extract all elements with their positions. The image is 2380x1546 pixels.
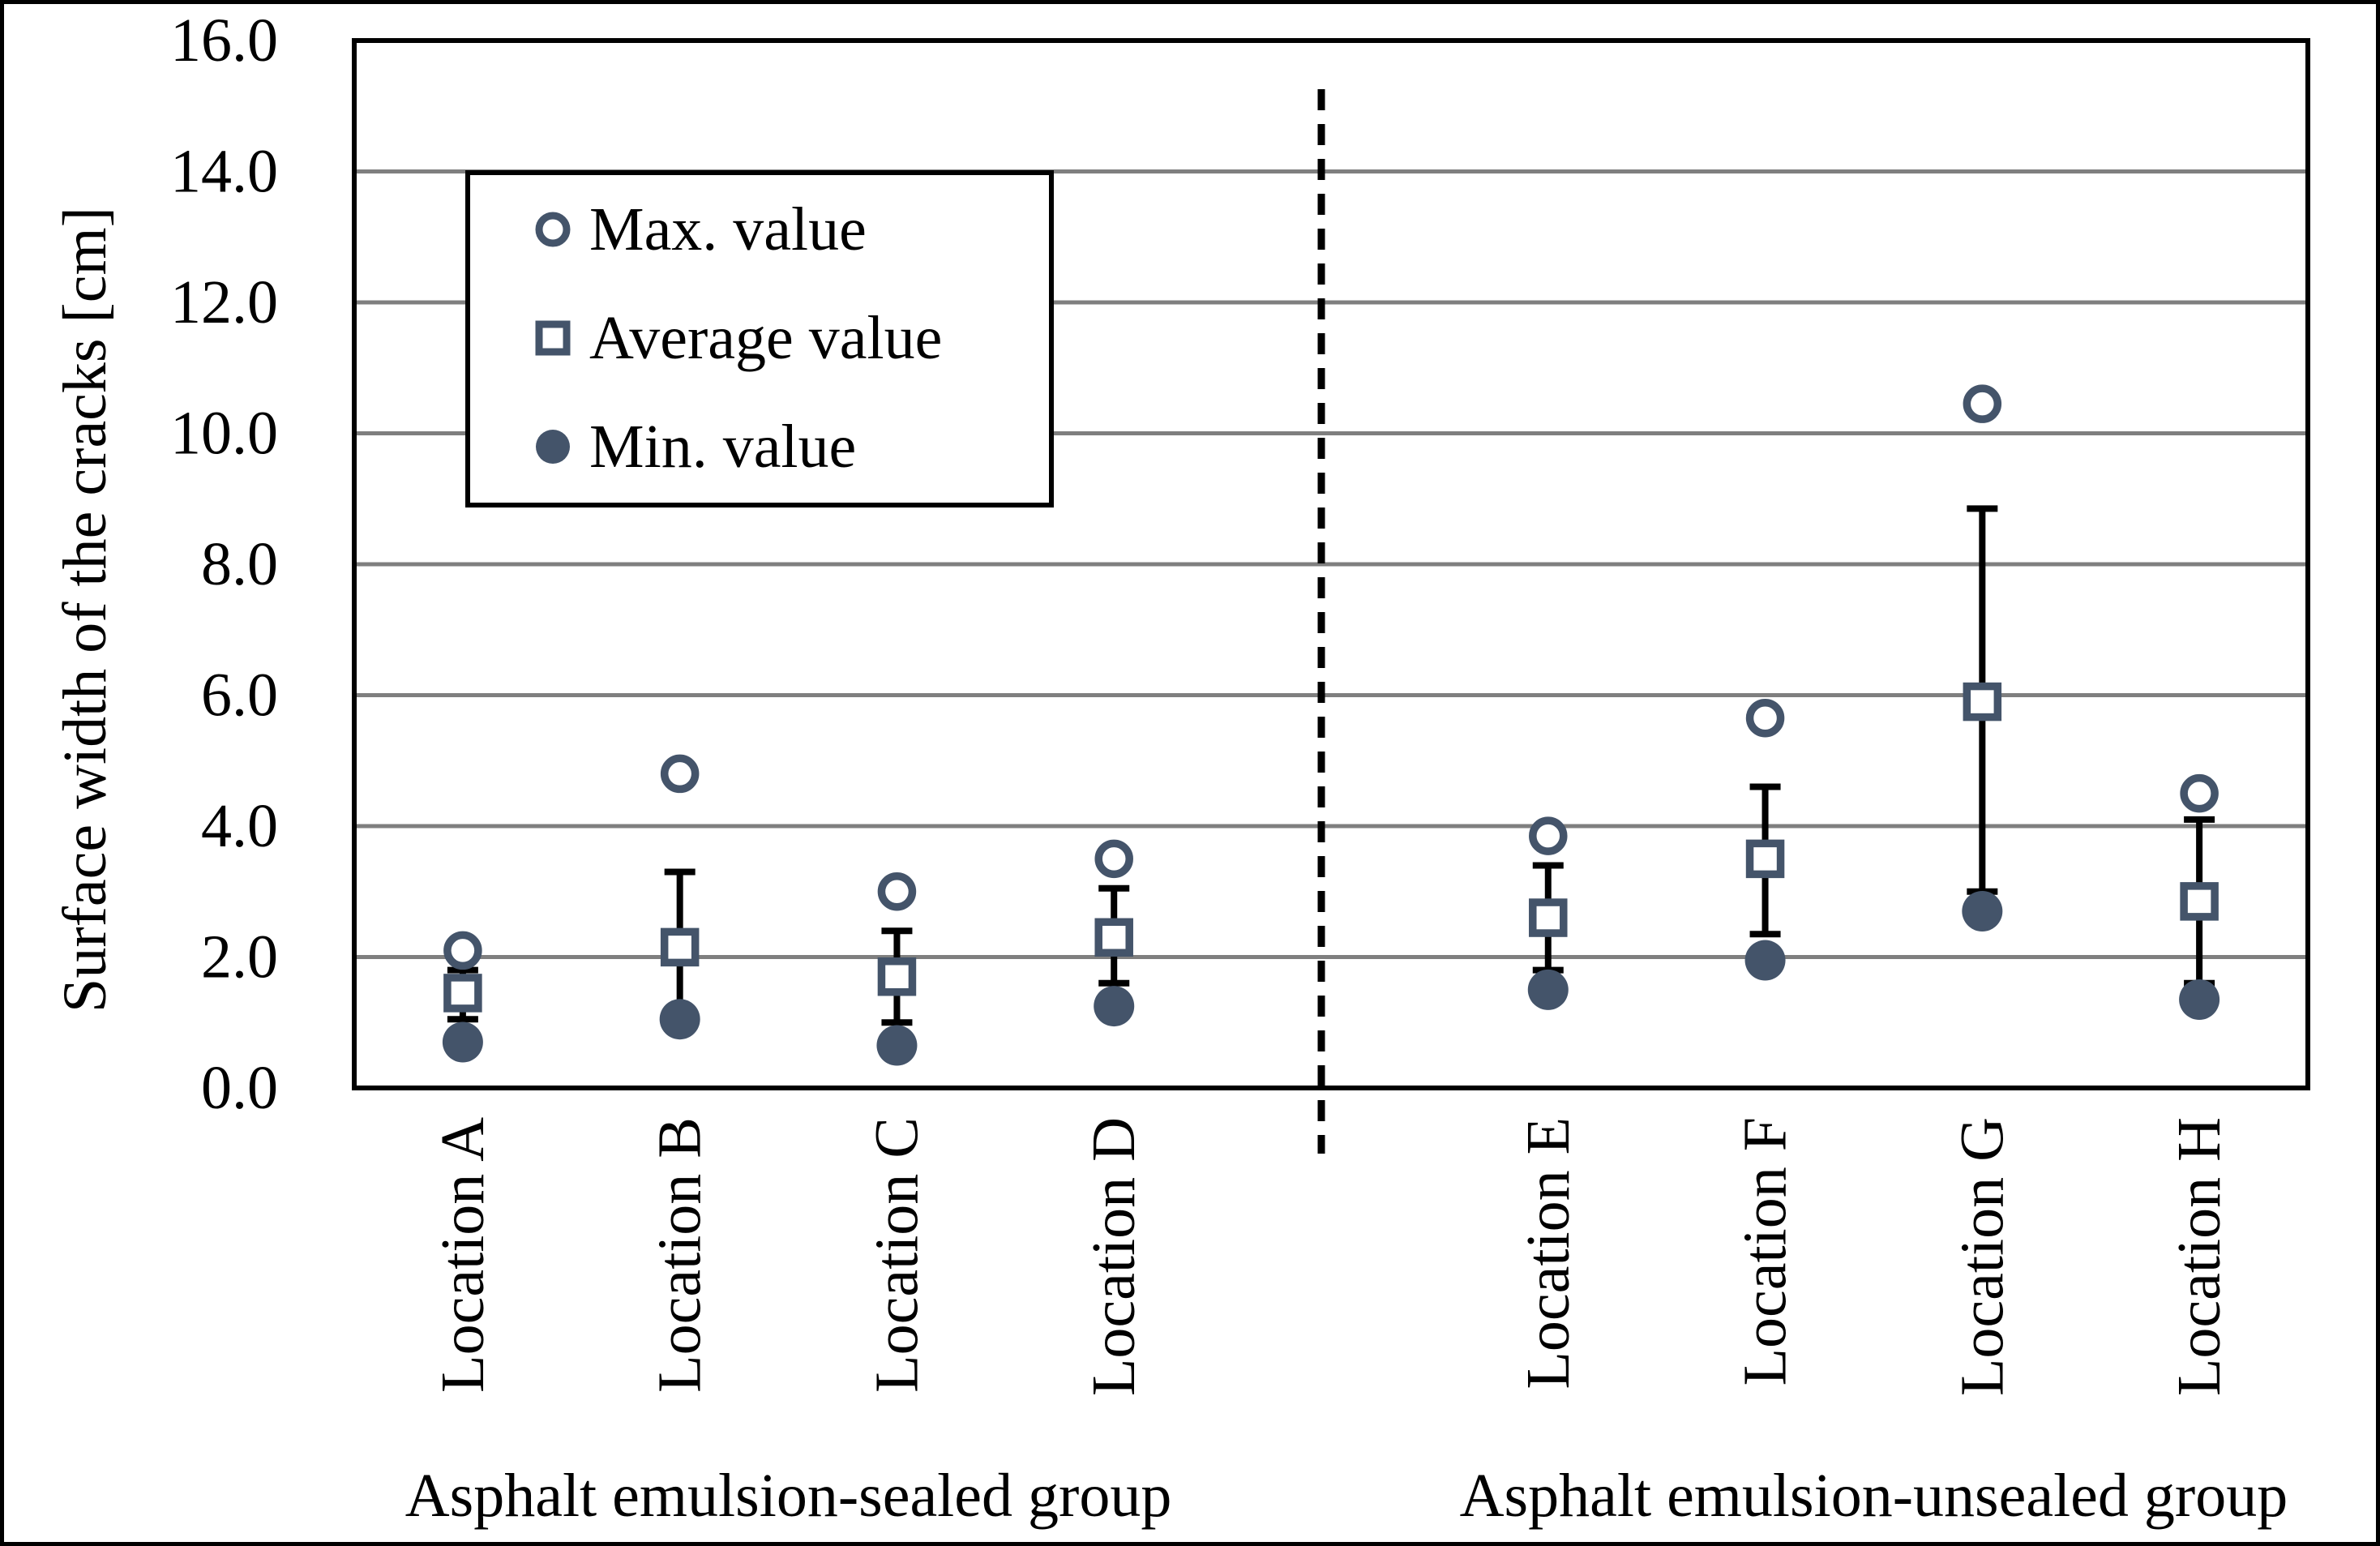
- x-category-label: Location B: [646, 1117, 714, 1393]
- x-axis-category-labels: Location A Location B Location C Location D…: [429, 1117, 2233, 1396]
- max-value-marker: [1963, 384, 2002, 423]
- y-tick-label: 14.0: [170, 138, 278, 206]
- x-category-label: Location G: [1948, 1117, 2016, 1396]
- legend: Max. value Average value Min. value: [465, 170, 1054, 507]
- group-label-sealed: Asphalt emulsion-sealed group: [405, 1462, 1172, 1530]
- x-category-label: Location H: [2165, 1117, 2233, 1396]
- min-value-marker: [1962, 890, 2003, 931]
- y-tick-label: 4.0: [201, 792, 278, 860]
- average-value-marker: [1094, 918, 1133, 957]
- y-tick-label: 16.0: [170, 6, 278, 75]
- data-point-markers: [442, 384, 2220, 1066]
- y-tick-label: 6.0: [201, 662, 278, 730]
- group-label-unsealed: Asphalt emulsion-unsealed group: [1460, 1462, 2288, 1530]
- y-axis-title: Surface width of the cracks [cm]: [51, 207, 119, 1013]
- legend-max-label: Max. value: [589, 195, 867, 263]
- average-value-marker: [1745, 839, 1785, 879]
- average-value-marker: [2180, 882, 2219, 921]
- legend-min-filled-circle-icon: [536, 430, 570, 464]
- min-value-marker: [1094, 986, 1135, 1027]
- plot-area-border: [352, 38, 2310, 1090]
- legend-average-label: Average value: [589, 304, 942, 372]
- x-category-label: Location D: [1080, 1117, 1148, 1396]
- min-value-marker: [442, 1021, 483, 1063]
- legend-average-open-square-icon: [535, 320, 571, 356]
- average-value-marker: [1963, 682, 2002, 722]
- max-value-marker: [877, 872, 917, 911]
- min-value-marker: [1527, 969, 1569, 1010]
- max-value-marker: [1529, 816, 1568, 855]
- x-category-label: Location A: [429, 1117, 497, 1393]
- y-tick-label: 8.0: [201, 530, 278, 598]
- x-category-label: Location F: [1731, 1117, 1800, 1385]
- max-value-marker: [660, 754, 700, 794]
- max-value-marker: [1094, 839, 1133, 879]
- average-value-marker: [1529, 898, 1568, 937]
- legend-max-open-circle-icon: [535, 212, 571, 247]
- average-value-marker: [660, 927, 700, 967]
- legend-min-label: Min. value: [589, 413, 856, 481]
- min-value-marker: [659, 999, 700, 1040]
- y-tick-label: 12.0: [170, 268, 278, 336]
- average-value-marker: [877, 957, 917, 996]
- x-category-label: Location C: [863, 1117, 931, 1393]
- max-value-marker: [443, 931, 482, 970]
- y-axis-tick-labels: 0.0 2.0 4.0 6.0 8.0 10.0 12.0 14.0 16.0: [170, 6, 278, 1122]
- min-value-marker: [2179, 979, 2220, 1020]
- x-category-label: Location E: [1514, 1117, 1582, 1390]
- max-value-marker: [1745, 699, 1785, 738]
- y-tick-label: 0.0: [201, 1054, 278, 1122]
- y-tick-label: 10.0: [170, 400, 278, 468]
- min-value-marker: [1744, 940, 1786, 981]
- average-value-marker: [443, 974, 482, 1013]
- y-tick-label: 2.0: [201, 923, 278, 991]
- min-value-marker: [876, 1025, 918, 1066]
- max-value-marker: [2180, 773, 2219, 813]
